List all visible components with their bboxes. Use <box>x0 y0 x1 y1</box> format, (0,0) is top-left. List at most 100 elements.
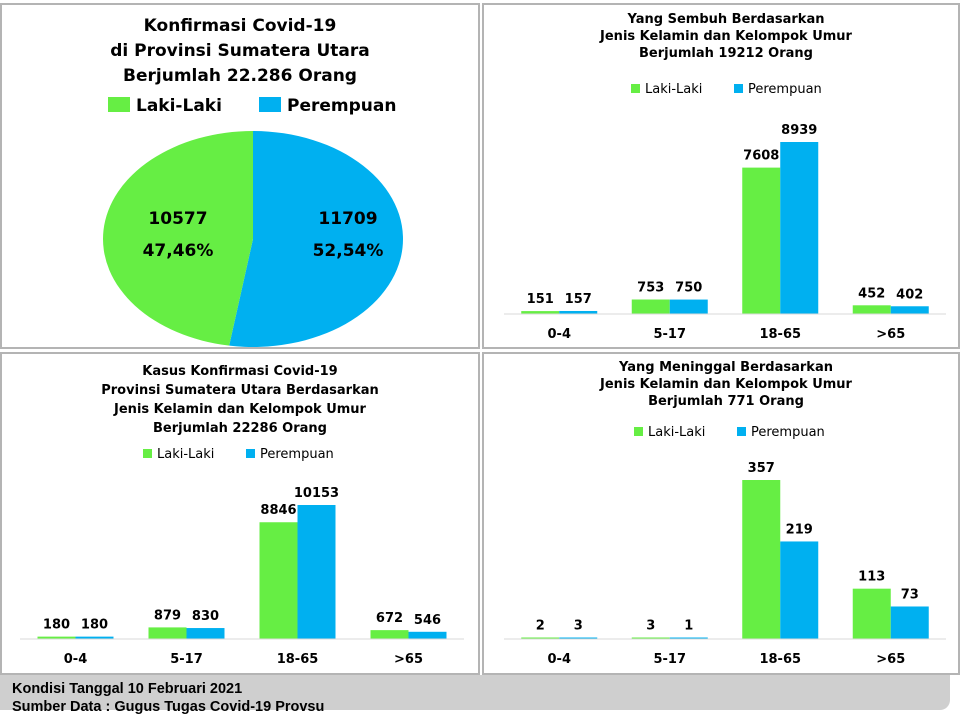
chart-title-line: Berjumlah 19212 Orang <box>639 46 813 61</box>
category-label: 0-4 <box>64 652 88 667</box>
pie-title-line: Berjumlah 22.286 Orang <box>123 66 357 86</box>
data-label-male: 357 <box>748 461 775 476</box>
category-label: >65 <box>394 652 423 667</box>
pie-slice-female <box>229 131 403 347</box>
bar-female <box>559 637 598 639</box>
bar-male <box>742 167 781 314</box>
data-label-male: 3 <box>646 619 655 634</box>
legend-swatch-male <box>631 84 640 93</box>
legend-swatch-female <box>737 427 746 436</box>
data-label-female: 546 <box>414 613 441 628</box>
bar-female <box>780 142 819 314</box>
bar-male <box>742 480 781 639</box>
category-label: 18-65 <box>277 652 319 667</box>
deaths-bar-chart: Yang Meninggal Berdasarkan Jenis Kelamin … <box>504 360 946 667</box>
data-label-male: 180 <box>43 618 70 633</box>
category-label: 18-65 <box>759 327 801 342</box>
chart-title-line: Yang Meninggal Berdasarkan <box>618 360 833 375</box>
legend-swatch-female <box>734 84 743 93</box>
pie-chart: Konfirmasi Covid-19 di Provinsi Sumatera … <box>102 16 403 347</box>
pie-percent-female: 52,54% <box>313 241 384 261</box>
pie-value-female: 11709 <box>318 209 377 229</box>
bar-male <box>631 637 670 639</box>
legend-label-male: Laki-Laki <box>648 425 705 440</box>
bar-female <box>559 310 598 314</box>
bar-female <box>297 505 336 639</box>
legend-swatch-male <box>143 449 152 458</box>
data-label-male: 8846 <box>260 503 296 518</box>
legend-label-male: Laki-Laki <box>157 447 214 462</box>
recovered-bar-chart: Yang Sembuh Berdasarkan Jenis Kelamin dan… <box>504 12 946 342</box>
pie-percent-male: 47,46% <box>143 241 214 261</box>
bar-male <box>631 299 670 314</box>
data-label-female: 10153 <box>294 486 339 501</box>
legend-swatch-male <box>634 427 643 436</box>
bar-female <box>890 606 929 639</box>
data-label-female: 180 <box>81 618 108 633</box>
bar-female <box>186 628 225 639</box>
bar-male <box>521 311 560 314</box>
legend-label-male: Laki-Laki <box>136 96 222 116</box>
pie-chart-panel: Konfirmasi Covid-19 di Provinsi Sumatera … <box>0 3 480 349</box>
legend-swatch-male <box>108 97 130 112</box>
chart-title-line: Jenis Kelamin dan Kelompok Umur <box>599 29 853 44</box>
data-label-male: 7608 <box>743 149 779 164</box>
data-label-male: 672 <box>376 611 403 626</box>
data-label-male: 452 <box>858 286 885 301</box>
data-label-female: 3 <box>574 619 583 634</box>
category-label: 0-4 <box>548 652 572 667</box>
data-label-male: 2 <box>536 619 545 634</box>
pie-title-line: di Provinsi Sumatera Utara <box>110 41 370 61</box>
chart-title-line: Berjumlah 22286 Orang <box>153 421 327 436</box>
data-label-female: 750 <box>675 281 702 296</box>
bar-male <box>521 637 560 639</box>
data-label-female: 402 <box>896 287 923 302</box>
legend-label-female: Perempuan <box>287 96 396 116</box>
legend-label-male: Laki-Laki <box>645 82 702 97</box>
bar-female <box>669 637 708 639</box>
data-label-female: 830 <box>192 609 219 624</box>
bar-male <box>37 636 76 639</box>
pie-title-line: Konfirmasi Covid-19 <box>144 16 337 36</box>
bar-male <box>148 627 187 639</box>
chart-title-line: Jenis Kelamin dan Kelompok Umur <box>113 402 367 417</box>
data-label-male: 151 <box>527 292 554 307</box>
legend-label-female: Perempuan <box>751 425 825 440</box>
footer-bar <box>0 675 950 710</box>
legend-label-female: Perempuan <box>260 447 334 462</box>
pie-value-male: 10577 <box>148 209 207 229</box>
data-label-female: 219 <box>786 522 813 537</box>
footer-date: Kondisi Tanggal 10 Februari 2021 <box>12 681 243 697</box>
data-label-female: 1 <box>684 619 693 634</box>
chart-title-line: Berjumlah 771 Orang <box>648 394 804 409</box>
category-label: >65 <box>876 652 905 667</box>
legend-swatch-female <box>259 97 281 112</box>
category-label: 5-17 <box>653 327 686 342</box>
bar-male <box>852 305 891 314</box>
category-label: 0-4 <box>548 327 572 342</box>
data-label-female: 157 <box>565 292 592 307</box>
legend-swatch-female <box>246 449 255 458</box>
bar-female <box>669 299 708 314</box>
pie-slice-male <box>102 131 253 346</box>
category-label: 5-17 <box>653 652 686 667</box>
category-label: 18-65 <box>759 652 801 667</box>
data-label-female: 8939 <box>781 123 817 138</box>
recovered-chart-panel: Yang Sembuh Berdasarkan Jenis Kelamin dan… <box>482 3 960 349</box>
bar-female <box>890 306 929 314</box>
data-label-male: 753 <box>637 281 664 296</box>
chart-title-line: Yang Sembuh Berdasarkan <box>627 12 825 27</box>
data-label-male: 879 <box>154 608 181 623</box>
chart-title-line: Jenis Kelamin dan Kelompok Umur <box>599 377 853 392</box>
category-label: >65 <box>876 327 905 342</box>
footer-source: Sumber Data : Gugus Tugas Covid-19 Provs… <box>12 699 325 715</box>
legend-label-female: Perempuan <box>748 82 822 97</box>
bar-female <box>75 636 114 639</box>
confirmed-bar-chart: Kasus Konfirmasi Covid-19 Provinsi Sumate… <box>20 364 464 667</box>
bar-male <box>370 630 409 639</box>
bar-female <box>408 631 447 639</box>
chart-title-line: Provinsi Sumatera Utara Berdasarkan <box>101 383 379 398</box>
bar-male <box>852 588 891 639</box>
category-label: 5-17 <box>170 652 203 667</box>
deaths-chart-panel: Yang Meninggal Berdasarkan Jenis Kelamin … <box>482 352 960 675</box>
